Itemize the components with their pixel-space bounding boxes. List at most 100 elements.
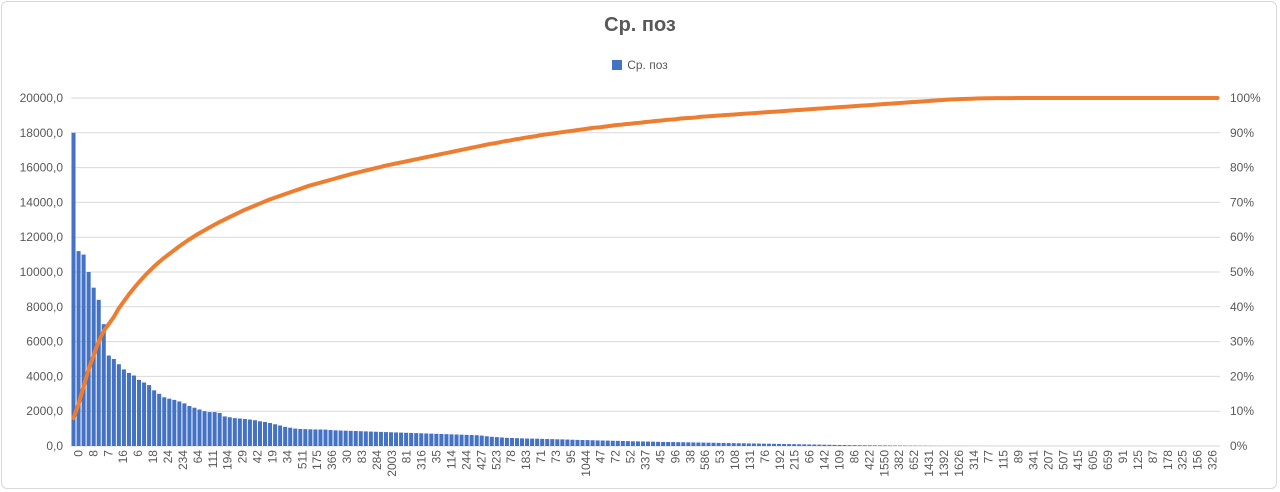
bar — [766, 443, 771, 446]
bar — [449, 434, 454, 446]
bar — [852, 445, 857, 446]
x-tick-label: 316 — [415, 450, 429, 470]
bar — [630, 441, 635, 446]
bar — [242, 419, 247, 446]
x-tick-label: 207 — [1041, 450, 1055, 470]
legend-swatch — [612, 60, 623, 70]
bar — [328, 429, 333, 446]
bar — [197, 409, 202, 446]
x-tick-label: 2003 — [385, 450, 399, 477]
bar — [394, 432, 399, 446]
bar — [600, 440, 605, 446]
x-tick-label: 215 — [788, 450, 802, 470]
bar — [137, 379, 142, 446]
bar — [388, 432, 394, 446]
bar — [499, 437, 504, 446]
x-tick-label: 175 — [310, 450, 324, 470]
bar — [404, 432, 409, 446]
y-right-tick-label: 60% — [1230, 230, 1254, 244]
x-tick-label: 511 — [295, 450, 309, 469]
x-tick-label: 47 — [594, 450, 608, 464]
bar — [368, 431, 373, 446]
bar — [847, 445, 852, 446]
x-tick-label: 652 — [907, 450, 921, 470]
bar — [817, 444, 822, 446]
bar — [81, 254, 86, 446]
y-right-tick-label: 40% — [1230, 300, 1254, 314]
bar — [504, 437, 509, 446]
bar — [318, 429, 323, 446]
x-tick-label: 314 — [967, 450, 981, 470]
bar — [494, 437, 499, 446]
x-tick-label: 1626 — [952, 450, 966, 477]
x-tick-label: 109 — [832, 450, 846, 470]
x-tick-label: 366 — [325, 450, 339, 470]
y-right-tick-label: 20% — [1230, 369, 1254, 383]
bar — [827, 444, 832, 446]
bar — [782, 443, 787, 446]
legend-label: Ср. поз — [627, 58, 668, 72]
x-tick-label: 86 — [847, 450, 861, 464]
y-left-tick-label: 2000,0 — [26, 404, 63, 418]
x-tick-label: 87 — [1146, 450, 1160, 464]
bar — [570, 439, 575, 446]
x-tick-label: 337 — [639, 450, 653, 470]
bar — [545, 439, 550, 446]
x-tick-label: 192 — [773, 450, 787, 470]
bar — [887, 445, 892, 446]
x-tick-label: 114 — [445, 450, 459, 469]
bar — [257, 421, 262, 446]
x-tick-label: 183 — [519, 450, 533, 470]
bar — [484, 436, 489, 446]
bar — [882, 445, 887, 446]
bar — [862, 445, 867, 446]
bar — [142, 382, 147, 446]
y-right-tick-label: 70% — [1230, 195, 1254, 209]
x-tick-label: 8 — [86, 450, 100, 457]
bar — [812, 444, 817, 446]
cumulative-percent-line — [71, 96, 1220, 421]
bar — [162, 397, 167, 446]
bar — [434, 433, 439, 446]
x-tick-label: 73 — [549, 450, 563, 464]
bar — [620, 440, 625, 446]
bar — [424, 433, 429, 446]
bar — [509, 437, 514, 446]
bar — [797, 444, 802, 446]
y-left-tick-label: 18000,0 — [20, 126, 64, 140]
x-tick-label: 523 — [489, 450, 503, 470]
bar — [283, 426, 288, 446]
bar — [414, 433, 419, 446]
bar — [807, 444, 812, 446]
bar — [721, 442, 726, 446]
bar — [691, 442, 696, 446]
bar — [217, 412, 222, 446]
x-tick-label: 586 — [698, 450, 712, 470]
bar — [373, 431, 378, 446]
bar — [676, 442, 681, 446]
x-tick-label: 19 — [265, 450, 279, 464]
x-tick-label: 382 — [892, 450, 906, 470]
bar — [409, 432, 414, 446]
bar — [252, 420, 257, 446]
x-tick-label: 1392 — [937, 450, 951, 477]
x-tick-label: 284 — [370, 450, 384, 470]
x-tick-label: 71 — [534, 450, 548, 464]
bar — [590, 440, 595, 446]
bar — [444, 434, 449, 446]
bar — [681, 442, 686, 446]
x-tick-label: 35 — [430, 450, 444, 464]
x-tick-label: 326 — [1206, 450, 1220, 470]
x-tick-label: 52 — [624, 450, 638, 464]
x-tick-label: 72 — [609, 450, 623, 464]
x-tick-label: 1044 — [579, 450, 593, 477]
x-tick-label: 18 — [146, 450, 160, 464]
bar — [177, 401, 182, 446]
x-tick-label: 325 — [1176, 450, 1190, 470]
x-tick-label: 131 — [743, 450, 757, 470]
bar — [741, 443, 746, 446]
bar — [857, 445, 862, 446]
bar — [131, 375, 137, 446]
x-tick-label: 1431 — [922, 450, 936, 477]
y-left-tick-label: 8000,0 — [26, 300, 63, 314]
